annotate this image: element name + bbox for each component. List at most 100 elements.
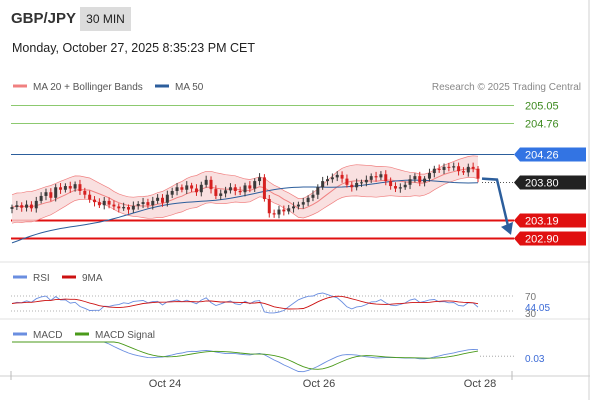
candle-body: [141, 202, 145, 204]
candle-body: [253, 181, 257, 189]
candle-body: [88, 194, 92, 200]
macd-line: [12, 341, 479, 373]
candle-body: [457, 166, 461, 172]
candle-body: [10, 207, 14, 209]
bollinger-upper: [11, 155, 479, 199]
projection-arrow-line: [481, 177, 510, 227]
timeframe-badge[interactable]: 30 MIN: [80, 7, 131, 31]
candle-body: [355, 182, 359, 188]
ma50-legend-label: MA 50: [175, 82, 204, 93]
candle-body: [165, 194, 169, 203]
candle-body: [272, 213, 276, 215]
candle-body: [292, 206, 296, 209]
candle-body: [20, 205, 24, 208]
projection: [481, 177, 513, 235]
candle-body: [461, 171, 465, 173]
candle-body: [432, 168, 436, 174]
price-level-tag: [514, 213, 586, 228]
candle-body: [59, 187, 63, 190]
candle-body: [73, 184, 77, 189]
candle-body: [393, 186, 397, 189]
rsi-ma-legend-label: 9MA: [82, 273, 103, 284]
ma50-legend-swatch: [155, 84, 169, 88]
price-level-label: 202.90: [525, 234, 559, 246]
candle-body: [117, 206, 121, 209]
level-tags: 205.05 204.76 204.26 203.80 203.19 202.90: [514, 101, 586, 246]
macd-legend-label: MACD: [33, 330, 62, 341]
price-level-label: 205.05: [525, 101, 559, 113]
candle-body: [112, 204, 116, 207]
candle-body: [34, 200, 38, 209]
candle-body: [146, 202, 150, 206]
candle-body: [160, 197, 164, 203]
price-level-tag: [514, 147, 586, 162]
candle-body: [398, 187, 402, 189]
price-level-label: 203.80: [525, 178, 559, 190]
candle-body: [25, 204, 29, 208]
price-level-label: 204.26: [525, 150, 559, 162]
price-level-label: 203.19: [525, 216, 559, 228]
research-credit: Research © 2025 Trading Central: [432, 82, 581, 93]
candle-body: [39, 195, 43, 201]
candle-body: [93, 199, 97, 203]
candle-body: [306, 197, 310, 203]
candle-body: [408, 179, 412, 185]
candle-body: [204, 179, 208, 185]
price-level-label: 204.76: [525, 119, 559, 131]
candle-body: [97, 202, 101, 206]
candle-body: [466, 166, 470, 173]
candle-body: [199, 184, 203, 193]
candle-body: [49, 192, 53, 198]
rsi-legend-label: RSI: [33, 273, 50, 284]
rsi-tick-30: 30: [525, 309, 537, 320]
candle-body: [194, 188, 198, 193]
macd-signal-line: [12, 341, 479, 370]
candle-body: [418, 176, 422, 183]
candle-body: [326, 179, 330, 182]
candle-body: [175, 187, 179, 191]
candle-body: [68, 186, 72, 189]
candle-body: [403, 184, 407, 188]
ma20-legend-swatch: [13, 84, 27, 88]
candle-body: [296, 204, 300, 207]
rsi-legend-swatch: [13, 275, 27, 279]
candles: [10, 162, 480, 219]
candle-body: [476, 168, 480, 179]
ma20-legend-label: MA 20 + Bollinger Bands: [33, 82, 143, 93]
candle-body: [83, 190, 87, 195]
rsi-ma-line: [11, 295, 479, 310]
candle-body: [379, 174, 383, 178]
candle-body: [311, 194, 315, 198]
rsi-ma-legend-swatch: [62, 275, 76, 279]
candle-body: [29, 204, 33, 209]
candle-body: [258, 177, 262, 182]
candle-body: [151, 200, 155, 206]
price-level-tag: [514, 231, 586, 246]
bollinger-bands: [11, 155, 479, 244]
candle-body: [127, 207, 130, 210]
candle-body: [287, 208, 291, 212]
candle-body: [427, 173, 431, 179]
macd-current-label: 0.03: [525, 354, 545, 365]
candle-body: [335, 174, 339, 178]
candle-body: [345, 178, 349, 185]
candle-body: [374, 176, 378, 178]
candle-body: [330, 177, 334, 180]
candle-body: [437, 168, 441, 170]
candle-body: [233, 187, 237, 191]
candle-body: [248, 185, 252, 189]
chart-datetime: Monday, October 27, 2025 8:35:23 PM CET: [12, 41, 255, 55]
candle-body: [170, 190, 174, 195]
candle-body: [190, 185, 194, 189]
candle-body: [423, 178, 427, 183]
candle-body: [224, 190, 228, 194]
candle-body: [136, 203, 140, 206]
macd-lines: [12, 341, 514, 373]
candle-body: [360, 182, 363, 184]
candle-body: [277, 209, 281, 215]
rsi-current-label: 44.05: [525, 303, 550, 314]
candle-body: [267, 199, 271, 214]
candle-body: [131, 205, 135, 210]
candle-body: [54, 187, 58, 198]
